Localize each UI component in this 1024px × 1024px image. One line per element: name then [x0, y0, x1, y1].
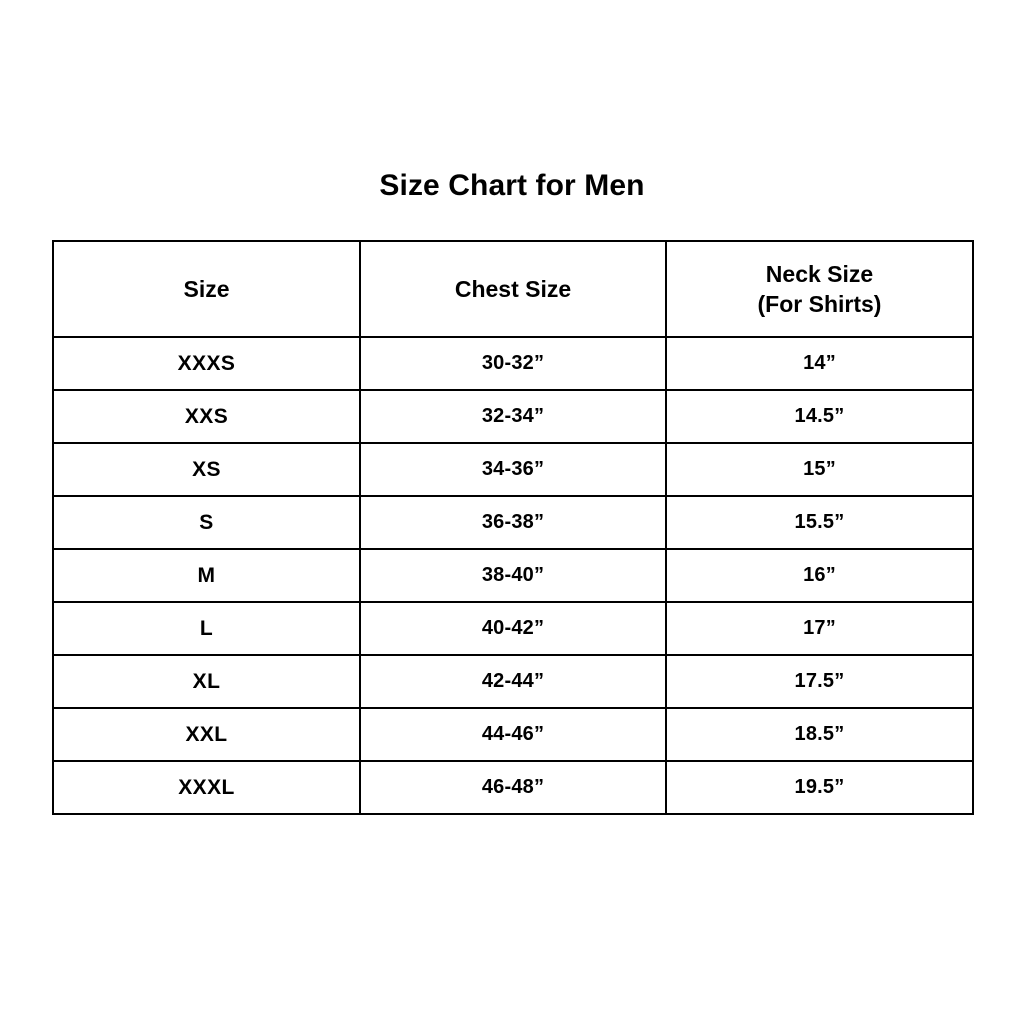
column-header-chest: Chest Size	[359, 240, 667, 338]
cell-neck: 15”	[665, 442, 974, 497]
column-header-chest-label: Chest Size	[454, 276, 572, 302]
cell-size: XXXL	[52, 760, 361, 815]
table-row: M 38-40” 16”	[52, 548, 974, 603]
cell-neck: 15.5”	[665, 495, 974, 550]
column-header-size: Size	[52, 240, 361, 338]
cell-chest: 44-46”	[359, 707, 667, 762]
cell-chest: 30-32”	[359, 336, 667, 391]
cell-size: M	[52, 548, 361, 603]
cell-chest: 46-48”	[359, 760, 667, 815]
table-row: XXL 44-46” 18.5”	[52, 707, 974, 762]
table-row: L 40-42” 17”	[52, 601, 974, 656]
cell-neck: 14”	[665, 336, 974, 391]
cell-chest: 38-40”	[359, 548, 667, 603]
table-row: S 36-38” 15.5”	[52, 495, 974, 550]
cell-chest: 32-34”	[359, 389, 667, 444]
cell-size: XXS	[52, 389, 361, 444]
cell-chest: 36-38”	[359, 495, 667, 550]
cell-neck: 17.5”	[665, 654, 974, 709]
table-body: XXXS 30-32” 14” XXS 32-34” 14.5” XS 34-3…	[52, 336, 974, 815]
cell-chest: 40-42”	[359, 601, 667, 656]
cell-neck: 17”	[665, 601, 974, 656]
table-row: XL 42-44” 17.5”	[52, 654, 974, 709]
table-header-row: Size Chest Size Neck Size (For Shirts)	[52, 240, 974, 338]
cell-neck: 18.5”	[665, 707, 974, 762]
column-header-neck: Neck Size (For Shirts)	[665, 240, 974, 338]
table-row: XS 34-36” 15”	[52, 442, 974, 497]
table-header: Size Chest Size Neck Size (For Shirts)	[52, 240, 974, 338]
cell-size: S	[52, 495, 361, 550]
cell-size: L	[52, 601, 361, 656]
table-row: XXS 32-34” 14.5”	[52, 389, 974, 444]
cell-size: XXL	[52, 707, 361, 762]
cell-size: XXXS	[52, 336, 361, 391]
cell-chest: 34-36”	[359, 442, 667, 497]
cell-neck: 19.5”	[665, 760, 974, 815]
cell-chest: 42-44”	[359, 654, 667, 709]
cell-neck: 16”	[665, 548, 974, 603]
table-row: XXXS 30-32” 14”	[52, 336, 974, 391]
column-header-size-label: Size	[183, 276, 230, 302]
column-header-neck-label: Neck Size	[765, 261, 874, 287]
page-title: Size Chart for Men	[379, 169, 645, 202]
cell-size: XL	[52, 654, 361, 709]
cell-size: XS	[52, 442, 361, 497]
size-chart-table: Size Chest Size Neck Size (For Shirts) X…	[52, 240, 974, 815]
table-row: XXXL 46-48” 19.5”	[52, 760, 974, 815]
cell-neck: 14.5”	[665, 389, 974, 444]
column-header-neck-sublabel: (For Shirts)	[757, 291, 882, 317]
